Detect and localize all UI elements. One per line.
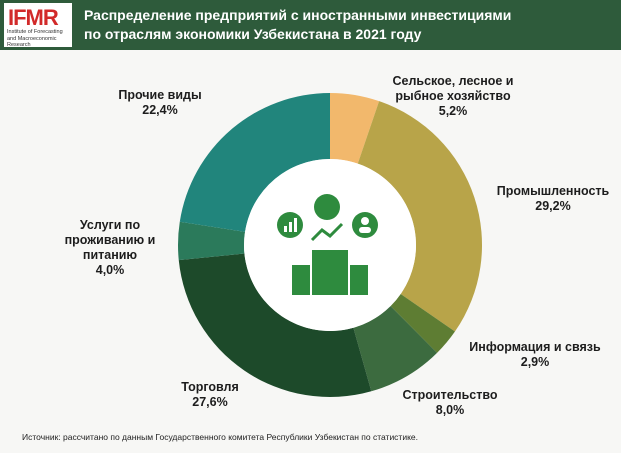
icon [359,227,371,233]
slice-label: Сельское, лесное и рыбное хозяйство 5,2% [383,74,523,119]
value-label: 2,9% [520,355,550,369]
value-label: 5,2% [438,104,468,118]
icon [310,222,344,242]
slice-label: Услуги по проживанию и питанию 4,0% [40,218,180,278]
header: IFMR Institute of Forecasting and Macroe… [0,0,621,50]
value-label: 29,2% [535,199,571,213]
icon [361,217,369,225]
icon [284,226,287,232]
center-icons [277,194,378,295]
category-label: Торговля [181,380,239,394]
slice-label: Строительство 8,0% [385,388,515,418]
slice-label: Прочие виды 22,4% [95,88,225,118]
logo-subtext: Institute of Forecasting and Macroeconom… [7,29,63,48]
value-label: 8,0% [435,403,465,417]
donut-slice [330,93,380,164]
donut-slice [357,101,482,332]
category-label: Услуги по проживанию и питанию [64,218,156,262]
icon [350,265,368,295]
icon [312,250,348,295]
category-label: Строительство [402,388,498,402]
value-label: 27,6% [192,395,228,409]
chart-title: Распределение предприятий с иностранными… [84,7,512,42]
icon [289,222,292,232]
category-label: Информация и связь [469,340,601,354]
donut-slice [179,93,330,232]
slice-label: Торговля 27,6% [150,380,270,410]
donut-hole [244,159,416,331]
category-label: Сельское, лесное и рыбное хозяйство [392,74,514,103]
donut-slice [178,253,372,398]
icon [292,265,310,295]
icon [294,218,297,232]
logo: IFMR Institute of Forecasting and Macroe… [4,3,72,48]
slice-label: Промышленность 29,2% [488,184,618,214]
logo-text: IFMR [8,5,59,30]
donut-slice [390,293,455,353]
donut-slice [178,221,246,261]
value-label: 4,0% [95,263,125,277]
category-label: Прочие виды [118,88,202,102]
donut-slice [353,306,438,392]
source-note: Источник: рассчитано по данным Государст… [22,432,418,442]
icon [314,194,340,220]
slice-label: Информация и связь 2,9% [455,340,615,370]
category-label: Промышленность [496,184,610,198]
value-label: 22,4% [142,103,178,117]
